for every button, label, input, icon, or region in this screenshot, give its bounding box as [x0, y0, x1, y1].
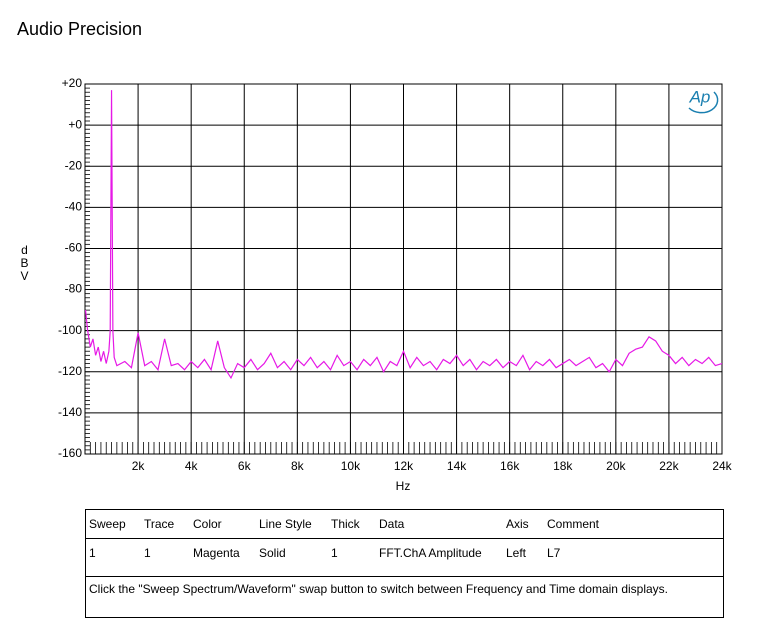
x-tick-label: 4k [185, 459, 199, 473]
logo: Ap [689, 87, 711, 106]
table-cell: FFT.ChA Amplitude [379, 546, 482, 560]
x-tick-label: 12k [394, 459, 414, 473]
table-cell: Data [379, 517, 405, 531]
y-tick-label: +0 [68, 117, 82, 131]
table-cell: Line Style [259, 517, 312, 531]
x-tick-label: 16k [500, 459, 520, 473]
table-cell: 1 [89, 546, 96, 560]
y-axis-label: dBV [20, 243, 29, 283]
y-tick-label: -120 [58, 364, 82, 378]
y-tick-label: -160 [58, 446, 82, 460]
table-note: Click the "Sweep Spectrum/Waveform" swap… [89, 582, 669, 596]
x-tick-label: 18k [553, 459, 573, 473]
table-cell: 1 [144, 546, 151, 560]
y-tick-label: -20 [65, 158, 83, 172]
table-cell: Thick [331, 517, 360, 531]
x-tick-label: 20k [606, 459, 626, 473]
table-cell: 1 [331, 546, 338, 560]
x-axis-label: Hz [396, 479, 411, 493]
table-cell: Left [506, 546, 527, 560]
x-tick-label: 24k [712, 459, 732, 473]
table-cell: Trace [144, 517, 175, 531]
chart: Ap Hz +20 +0 -20 -40 -60 -80 -100 -120 -140 -160 2… [58, 76, 733, 493]
legend-table: Sweep Trace Color Line Style Thick Data Axis Co… [85, 509, 724, 618]
x-tick-label: 14k [447, 459, 467, 473]
x-tick-label: 8k [291, 459, 305, 473]
logo-arc [688, 91, 719, 114]
table-cell: L7 [547, 546, 561, 560]
table-cell: Axis [506, 517, 529, 531]
table-cell: Magenta [193, 546, 240, 560]
table-cell: Color [193, 517, 222, 531]
y-tick-label: -140 [58, 405, 82, 419]
table-header: Sweep Trace Color Line Style Thick Data Axis Co… [86, 510, 723, 539]
page-title: Audio Precision [17, 19, 143, 39]
y-tick-label: -40 [65, 200, 83, 214]
x-tick-label: 10k [341, 459, 361, 473]
y-tick-label: -80 [65, 282, 83, 296]
table-cell: Comment [547, 517, 600, 531]
y-tick-label: -60 [65, 241, 83, 255]
x-tick-label: 6k [238, 459, 252, 473]
table-row: 1 1 Magenta Solid 1 FFT.ChA Amplitude Left L7 [86, 539, 723, 577]
series-line [84, 90, 723, 380]
table-cell: Sweep [89, 517, 126, 531]
x-tick-label: 22k [659, 459, 679, 473]
y-tick-label: +20 [62, 76, 83, 90]
table-cell: Solid [259, 546, 286, 560]
y-tick-label: -100 [58, 323, 82, 337]
x-tick-label: 2k [132, 459, 146, 473]
